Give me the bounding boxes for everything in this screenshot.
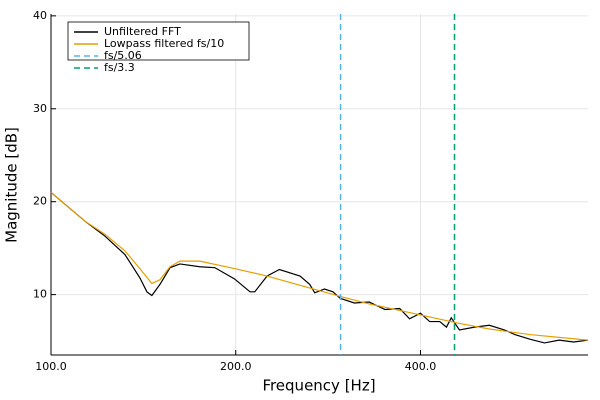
legend-label: fs/3.3 [104, 61, 135, 74]
y-tick-label: 40 [33, 9, 47, 22]
y-axis-label: Magnitude [dB] [3, 127, 21, 243]
x-tick-label: 200.0 [220, 360, 252, 373]
legend-box [67, 21, 250, 61]
legend-label: Unfiltered FFT [104, 25, 181, 38]
y-tick-label: 30 [33, 102, 47, 115]
x-tick-label: 100.0 [35, 360, 67, 373]
legend-label: Lowpass filtered fs/10 [104, 37, 224, 50]
legend-label: fs/5.06 [104, 49, 142, 62]
line-series [50, 191, 589, 341]
x-axis-label: Frequency [Hz] [262, 377, 375, 395]
y-tick-label: 20 [33, 195, 47, 208]
line-series [50, 191, 589, 344]
y-tick-label: 10 [33, 288, 47, 301]
x-tick-label: 400.0 [405, 360, 437, 373]
